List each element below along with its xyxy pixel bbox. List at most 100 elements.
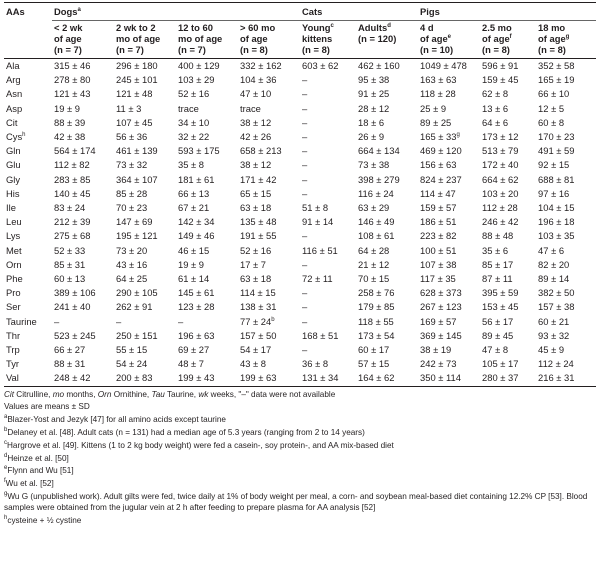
- value-text: –: [302, 159, 308, 171]
- value-text: 513 ± 79: [482, 145, 519, 157]
- value-text: 114 ± 47: [420, 187, 456, 199]
- value-text: 248 ± 42: [54, 372, 91, 384]
- value-cell: 65 ± 15: [238, 187, 300, 201]
- value-text: 223 ± 82: [420, 230, 457, 242]
- aa-name-cell: Tyr: [4, 357, 52, 371]
- table-row: Ala 315 ± 46 296 ± 180 400 ± 129 332 ± 162 60…: [4, 59, 596, 74]
- value-cell: 91 ± 25: [356, 87, 418, 101]
- value-text: 64 ± 6: [482, 116, 509, 128]
- value-cell: 241 ± 40: [52, 300, 114, 314]
- value-cell: 46 ± 15: [176, 244, 238, 258]
- value-cell: 513 ± 79: [480, 144, 536, 158]
- table-row: His 140 ± 45 85 ± 28 66 ± 13 65 ± 15 – 116 ± 2…: [4, 187, 596, 201]
- value-cell: 135 ± 48: [238, 215, 300, 229]
- value-text: 87 ± 11: [482, 273, 513, 285]
- value-cell: 131 ± 34: [300, 371, 356, 386]
- value-text: 688 ± 81: [538, 173, 575, 185]
- value-cell: 165 ± 33g: [418, 130, 480, 144]
- value-text: 173 ± 12: [482, 131, 519, 143]
- value-text: 121 ± 43: [54, 88, 91, 100]
- value-text: 315 ± 46: [54, 60, 91, 71]
- aa-name: Leu: [6, 216, 22, 228]
- value-text: 146 ± 49: [358, 216, 395, 228]
- value-cell: 389 ± 106: [52, 286, 114, 300]
- footnote-text: Wu G (unpublished work). Adult gilts wer…: [4, 492, 588, 512]
- value-cell: 88 ± 48: [480, 229, 536, 243]
- value-text: 19 ± 9: [178, 258, 204, 270]
- value-text: –: [302, 88, 308, 100]
- value-text: 523 ± 245: [54, 329, 96, 341]
- value-text: 382 ± 50: [538, 287, 575, 299]
- value-text: 56 ± 36: [116, 131, 148, 143]
- value-cell: 103 ± 20: [480, 187, 536, 201]
- aa-name: Tyr: [6, 358, 20, 370]
- value-cell: 824 ± 237: [418, 173, 480, 187]
- value-text: 117 ± 35: [420, 273, 456, 285]
- value-cell: 67 ± 21: [176, 201, 238, 215]
- value-text: 60 ± 21: [538, 315, 570, 327]
- value-cell: 35 ± 6: [480, 244, 536, 258]
- table-row: Arg 278 ± 80 245 ± 101 103 ± 29 104 ± 36 – 95 …: [4, 73, 596, 87]
- value-cell: 461 ± 139: [114, 144, 176, 158]
- aa-name-cell: Arg: [4, 73, 52, 87]
- value-cell: 34 ± 10: [176, 116, 238, 130]
- aa-name: Orn: [6, 258, 22, 270]
- abbrev-term: Cit: [4, 389, 15, 399]
- column-header-line: mo of age: [116, 33, 161, 44]
- column-header: > 60 mo of age (n = 8): [238, 21, 300, 59]
- value-text: 38 ± 12: [240, 159, 272, 171]
- column-header-line: mo of age: [178, 33, 223, 44]
- aa-name-cell: Ile: [4, 201, 52, 215]
- value-cell: 469 ± 120: [418, 144, 480, 158]
- value-cell: 70 ± 23: [114, 201, 176, 215]
- footnote-mark: g: [4, 491, 8, 498]
- value-text: 46 ± 15: [178, 244, 210, 256]
- value-cell: 147 ± 69: [114, 215, 176, 229]
- value-text: 108 ± 61: [358, 230, 395, 242]
- value-text: 52 ± 16: [240, 244, 272, 256]
- value-cell: 105 ± 17: [480, 357, 536, 371]
- value-text: 246 ± 42: [482, 216, 519, 228]
- value-text: 65 ± 15: [240, 187, 272, 199]
- value-cell: –: [300, 130, 356, 144]
- aa-name-cell: Ala: [4, 59, 52, 74]
- value-text: 97 ± 16: [538, 187, 570, 199]
- value-text: 664 ± 62: [482, 173, 519, 185]
- value-text: 157 ± 38: [538, 301, 575, 313]
- value-text: 60 ± 17: [358, 344, 390, 356]
- table-row: Asn 121 ± 43 121 ± 48 52 ± 16 47 ± 10 – 91 ± 2…: [4, 87, 596, 101]
- value-cell: 400 ± 129: [176, 59, 238, 74]
- footnote-mark: d: [4, 452, 8, 459]
- value-cell: 77 ± 24b: [238, 315, 300, 329]
- value-cell: 245 ± 101: [114, 73, 176, 87]
- value-cell: 593 ± 175: [176, 144, 238, 158]
- footnote-mark: g: [565, 34, 570, 40]
- value-cell: 491 ± 59: [536, 144, 596, 158]
- value-text: 250 ± 151: [116, 329, 158, 341]
- value-cell: 116 ± 51: [300, 244, 356, 258]
- aa-name: Gln: [6, 145, 21, 157]
- value-text: –: [302, 145, 308, 157]
- column-header-line: 12 to 60: [178, 22, 213, 33]
- aa-name: Glu: [6, 159, 21, 171]
- value-cell: 11 ± 3: [114, 102, 176, 116]
- value-text: 77 ± 24: [240, 315, 272, 327]
- value-cell: 69 ± 27: [176, 343, 238, 357]
- value-cell: 462 ± 160: [356, 59, 418, 74]
- value-text: 82 ± 20: [538, 258, 570, 270]
- value-cell: 89 ± 45: [480, 329, 536, 343]
- aa-name-cell: Phe: [4, 272, 52, 286]
- value-text: 200 ± 83: [116, 372, 153, 384]
- value-cell: 168 ± 51: [300, 329, 356, 343]
- value-cell: 173 ± 54: [356, 329, 418, 343]
- column-header-line: of age: [240, 33, 268, 44]
- aa-name: Thr: [6, 329, 21, 341]
- table-row: Ser 241 ± 40 262 ± 91 123 ± 28 138 ± 31 – 179 …: [4, 300, 596, 314]
- footnote: cHargrove et al. [49]. Kittens (1 to 2 k…: [4, 440, 596, 452]
- aa-name-cell: Cit: [4, 116, 52, 130]
- value-text: –: [302, 315, 308, 327]
- column-header: 2.5 mo of agef (n = 8): [480, 21, 536, 59]
- value-cell: –: [176, 315, 238, 329]
- value-cell: 290 ± 105: [114, 286, 176, 300]
- value-cell: 64 ± 28: [356, 244, 418, 258]
